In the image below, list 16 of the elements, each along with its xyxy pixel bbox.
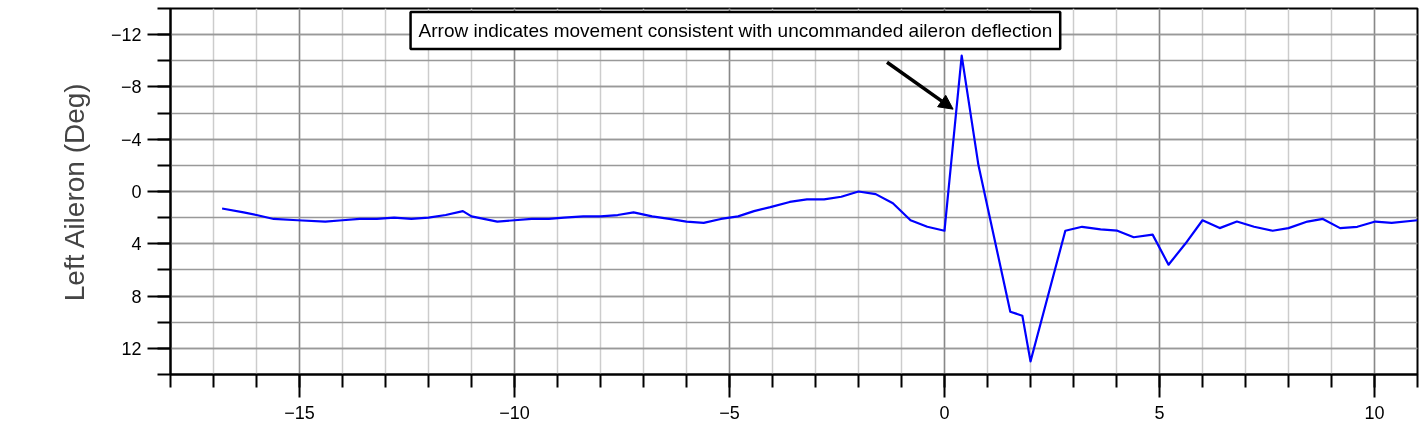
annotation: Arrow indicates movement consistent with uncommanded aileron deflection <box>418 20 1053 41</box>
y-tick-label: −8 <box>120 77 142 98</box>
y-tick-label: 12 <box>121 338 142 359</box>
line-series <box>221 54 1418 363</box>
x-tick-label: 5 <box>1154 402 1165 423</box>
x-tick-label: −10 <box>499 402 530 423</box>
y-tick-label: −12 <box>110 25 142 46</box>
x-tick-label: 0 <box>939 402 950 423</box>
y-tick-label: 0 <box>131 182 142 202</box>
x-tick-label: −5 <box>719 402 740 423</box>
y-tick-label: 8 <box>131 286 142 307</box>
y-tick-label: −4 <box>120 129 142 150</box>
x-tick-label: −15 <box>284 402 315 423</box>
y-tick-label: 4 <box>131 234 142 255</box>
y-axis-title: Left Aileron (Deg) <box>58 83 90 302</box>
x-tick-label: 10 <box>1364 402 1385 423</box>
